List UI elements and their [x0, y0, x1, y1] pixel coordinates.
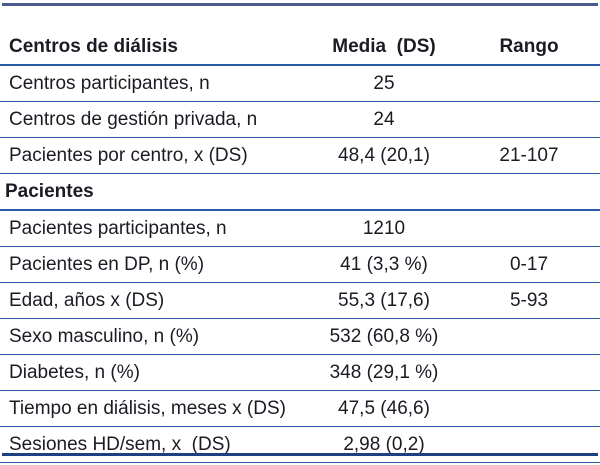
column-header-row: Centros de diálisis Media (DS) Rango: [0, 6, 600, 66]
row-rango-value: 0-17: [458, 246, 600, 283]
row-media-value: 348 (29,1 %): [310, 354, 458, 391]
row-rango-value: [458, 354, 600, 391]
table-bottom-border: [2, 453, 598, 456]
row-media-value: 532 (60,8 %): [310, 318, 458, 355]
table-top-border: [2, 3, 598, 6]
row-label: Edad, años x (DS): [0, 282, 310, 319]
column-header-rango: Rango: [458, 6, 600, 66]
row-label: Sexo masculino, n (%): [0, 318, 310, 355]
row-label: Pacientes participantes, n: [0, 210, 310, 247]
row-rango-value: [458, 318, 600, 355]
table-row: Centros de gestión privada, n 24: [0, 101, 600, 138]
table-row: Diabetes, n (%) 348 (29,1 %): [0, 354, 600, 391]
table-row: Tiempo en diálisis, meses x (DS) 47,5 (46…: [0, 390, 600, 427]
row-media-value: 41 (3,3 %): [310, 246, 458, 283]
column-header-centros: Centros de diálisis: [0, 6, 310, 66]
row-media-value: 48,4 (20,1): [310, 137, 458, 174]
row-media-value: 1210: [310, 210, 458, 247]
row-rango-value: [458, 101, 600, 138]
row-media-value: 55,3 (17,6): [310, 282, 458, 319]
row-label: Centros de gestión privada, n: [0, 101, 310, 138]
row-media-value: 25: [310, 65, 458, 102]
row-label: Diabetes, n (%): [0, 354, 310, 391]
row-label: Pacientes en DP, n (%): [0, 246, 310, 283]
row-media-value: 24: [310, 101, 458, 138]
table-row: Sexo masculino, n (%) 532 (60,8 %): [0, 318, 600, 355]
row-label: Sesiones HD/sem, x (DS): [0, 426, 310, 463]
row-rango-value: [458, 65, 600, 102]
table-row: Pacientes participantes, n 1210: [0, 210, 600, 247]
section-label: Pacientes: [0, 173, 600, 211]
dialysis-stats-table: Centros de diálisis Media (DS) Rango Cen…: [0, 6, 600, 463]
row-rango-value: 5-93: [458, 282, 600, 319]
section-header-row: Pacientes: [0, 173, 600, 211]
table-row: Pacientes por centro, x (DS) 48,4 (20,1) 2…: [0, 137, 600, 174]
table-row: Sesiones HD/sem, x (DS) 2,98 (0,2): [0, 426, 600, 463]
row-rango-value: 21-107: [458, 137, 600, 174]
row-media-value: 2,98 (0,2): [310, 426, 458, 463]
column-header-media: Media (DS): [310, 6, 458, 66]
row-rango-value: [458, 426, 600, 463]
row-media-value: 47,5 (46,6): [310, 390, 458, 427]
row-label: Centros participantes, n: [0, 65, 310, 102]
row-label: Pacientes por centro, x (DS): [0, 137, 310, 174]
row-rango-value: [458, 210, 600, 247]
table-row: Pacientes en DP, n (%) 41 (3,3 %) 0-17: [0, 246, 600, 283]
row-rango-value: [458, 390, 600, 427]
table-row: Centros participantes, n 25: [0, 65, 600, 102]
table-row: Edad, años x (DS) 55,3 (17,6) 5-93: [0, 282, 600, 319]
row-label: Tiempo en diálisis, meses x (DS): [0, 390, 310, 427]
